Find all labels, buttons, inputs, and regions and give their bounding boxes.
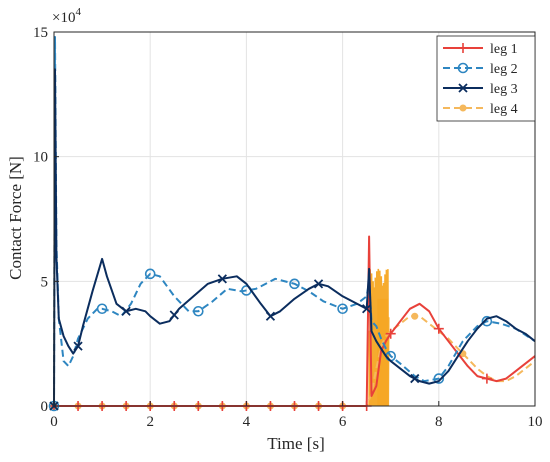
- y-tick-label: 5: [41, 274, 49, 290]
- data-point-marker: [169, 310, 179, 320]
- series-group: [48, 36, 536, 412]
- x-tick-label: 10: [528, 414, 543, 430]
- y-tick-label: 0: [41, 399, 49, 415]
- data-point-marker: [313, 279, 324, 289]
- legend-label: leg 1: [490, 42, 518, 57]
- data-point-marker: [289, 278, 300, 290]
- tick-labels: 0 2 4 6 8 10 0 5 10 15: [33, 25, 543, 430]
- x-tick-label: 8: [435, 414, 443, 430]
- data-point-marker: [217, 274, 227, 284]
- data-point-marker: [96, 303, 108, 315]
- y-tick-label: 10: [33, 150, 48, 166]
- y-tick-label: 15: [33, 25, 48, 41]
- legend: leg 1 leg 2 leg 3 leg 4: [436, 35, 536, 122]
- data-point-marker: [411, 312, 419, 320]
- x-tick-label: 6: [339, 414, 347, 430]
- data-point-marker: [433, 323, 444, 334]
- x-tick-label: 2: [146, 414, 154, 430]
- data-point-marker: [481, 315, 493, 327]
- data-point-marker: [337, 303, 348, 315]
- data-point-marker: [73, 341, 83, 351]
- data-point-marker: [265, 311, 276, 321]
- legend-marker: [458, 83, 468, 93]
- x-axis-label: Time [s]: [267, 434, 324, 453]
- axes: [53, 31, 536, 407]
- data-point-marker: [433, 373, 445, 384]
- legend-box: [436, 35, 536, 122]
- legend-label: leg 2: [490, 62, 518, 77]
- series-line: [53, 68, 536, 407]
- series-line: [53, 36, 536, 407]
- legend-label: leg 3: [490, 82, 518, 97]
- legend-marker: [459, 104, 467, 112]
- x-tick-label: 4: [243, 414, 251, 430]
- x-tick-label: 0: [50, 414, 58, 430]
- data-point-marker: [193, 305, 204, 317]
- series-leg-3: [49, 68, 536, 411]
- y-multiplier: ×104: [52, 6, 81, 26]
- data-point-marker: [385, 328, 396, 339]
- data-point-marker: [481, 373, 492, 384]
- data-point-marker: [121, 306, 131, 316]
- data-point-marker: [362, 304, 372, 314]
- legend-marker: [457, 62, 469, 74]
- data-point-marker: [144, 268, 156, 280]
- legend-marker: [458, 43, 468, 53]
- legend-label: leg 4: [490, 102, 518, 117]
- data-point-marker: [410, 373, 420, 384]
- y-axis-label: Contact Force [N]: [6, 156, 25, 280]
- plot-frame: [53, 31, 536, 407]
